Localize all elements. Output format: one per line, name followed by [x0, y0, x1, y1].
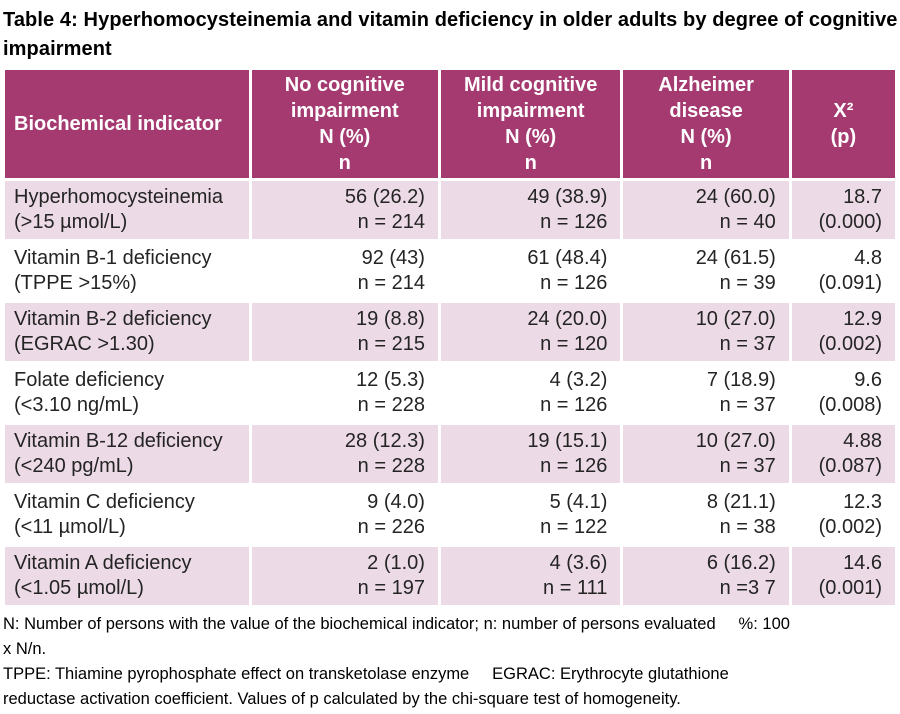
value-cell: 49 (38.9) n = 126: [440, 181, 621, 239]
value-cell: 56 (26.2) n = 214: [251, 181, 438, 239]
value-cell: 2 (1.0) n = 197: [251, 547, 438, 605]
value-cell: 7 (18.9) n = 37: [623, 364, 789, 422]
value-cell: 4.8 (0.091): [791, 242, 895, 300]
value-cell: 10 (27.0) n = 37: [623, 303, 789, 361]
value-cell: 12.9 (0.002): [791, 303, 895, 361]
indicator-cell: Folate deficiency (<3.10 ng/mL): [5, 364, 249, 422]
table-row: Folate deficiency (<3.10 ng/mL) 12 (5.3) …: [5, 364, 895, 422]
value-cell: 24 (61.5) n = 39: [623, 242, 789, 300]
value-cell: 92 (43) n = 214: [251, 242, 438, 300]
col-header-biochemical-indicator: Biochemical indicator: [5, 70, 249, 178]
value-cell: 8 (21.1) n = 38: [623, 486, 789, 544]
col-header-chi-square: X² (p): [791, 70, 895, 178]
header-row: Biochemical indicator No cognitive impai…: [5, 70, 895, 178]
col-header-mild-cognitive-impairment: Mild cognitive impairment N (%) n: [440, 70, 621, 178]
data-table: Biochemical indicator No cognitive impai…: [2, 67, 898, 608]
table-row: Vitamin A deficiency (<1.05 µmol/L) 2 (1.…: [5, 547, 895, 605]
value-cell: 18.7 (0.000): [791, 181, 895, 239]
indicator-cell: Vitamin B-12 deficiency (<240 pg/mL): [5, 425, 249, 483]
indicator-cell: Hyperhomocysteinemia (>15 µmol/L): [5, 181, 249, 239]
value-cell: 4 (3.2) n = 126: [440, 364, 621, 422]
value-cell: 6 (16.2) n =3 7: [623, 547, 789, 605]
table-row: Vitamin B-12 deficiency (<240 pg/mL) 28 (…: [5, 425, 895, 483]
value-cell: 24 (60.0) n = 40: [623, 181, 789, 239]
indicator-cell: Vitamin B-2 deficiency (EGRAC >1.30): [5, 303, 249, 361]
value-cell: 10 (27.0) n = 37: [623, 425, 789, 483]
table-row: Vitamin B-2 deficiency (EGRAC >1.30) 19 (…: [5, 303, 895, 361]
table-row: Vitamin C deficiency (<11 µmol/L) 9 (4.0)…: [5, 486, 895, 544]
indicator-cell: Vitamin A deficiency (<1.05 µmol/L): [5, 547, 249, 605]
footnotes: N: Number of persons with the value of t…: [3, 612, 898, 712]
col-header-alzheimer-disease: Alzheimer disease N (%) n: [623, 70, 789, 178]
value-cell: 4 (3.6) n = 111: [440, 547, 621, 605]
table-title: Table 4: Hyperhomocysteinemia and vitami…: [3, 9, 898, 60]
value-cell: 12.3 (0.002): [791, 486, 895, 544]
footnote-line-3: TPPE: Thiamine pyrophosphate effect on t…: [3, 665, 729, 683]
footnote-line-4: reductase activation coefficient. Values…: [3, 690, 681, 708]
value-cell: 5 (4.1) n = 122: [440, 486, 621, 544]
value-cell: 19 (8.8) n = 215: [251, 303, 438, 361]
value-cell: 61 (48.4) n = 126: [440, 242, 621, 300]
value-cell: 4.88 (0.087): [791, 425, 895, 483]
table-row: Vitamin B-1 deficiency (TPPE >15%) 92 (43…: [5, 242, 895, 300]
value-cell: 9 (4.0) n = 226: [251, 486, 438, 544]
value-cell: 12 (5.3) n = 228: [251, 364, 438, 422]
indicator-cell: Vitamin C deficiency (<11 µmol/L): [5, 486, 249, 544]
value-cell: 9.6 (0.008): [791, 364, 895, 422]
table-row: Hyperhomocysteinemia (>15 µmol/L) 56 (26.…: [5, 181, 895, 239]
indicator-cell: Vitamin B-1 deficiency (TPPE >15%): [5, 242, 249, 300]
footnote-line-2: x N/n.: [3, 640, 47, 658]
table-body: Hyperhomocysteinemia (>15 µmol/L) 56 (26.…: [5, 181, 895, 605]
value-cell: 28 (12.3) n = 228: [251, 425, 438, 483]
col-header-no-cognitive-impairment: No cognitive impairment N (%) n: [251, 70, 438, 178]
footnote-line-1: N: Number of persons with the value of t…: [3, 615, 790, 633]
value-cell: 24 (20.0) n = 120: [440, 303, 621, 361]
value-cell: 19 (15.1) n = 126: [440, 425, 621, 483]
value-cell: 14.6 (0.001): [791, 547, 895, 605]
